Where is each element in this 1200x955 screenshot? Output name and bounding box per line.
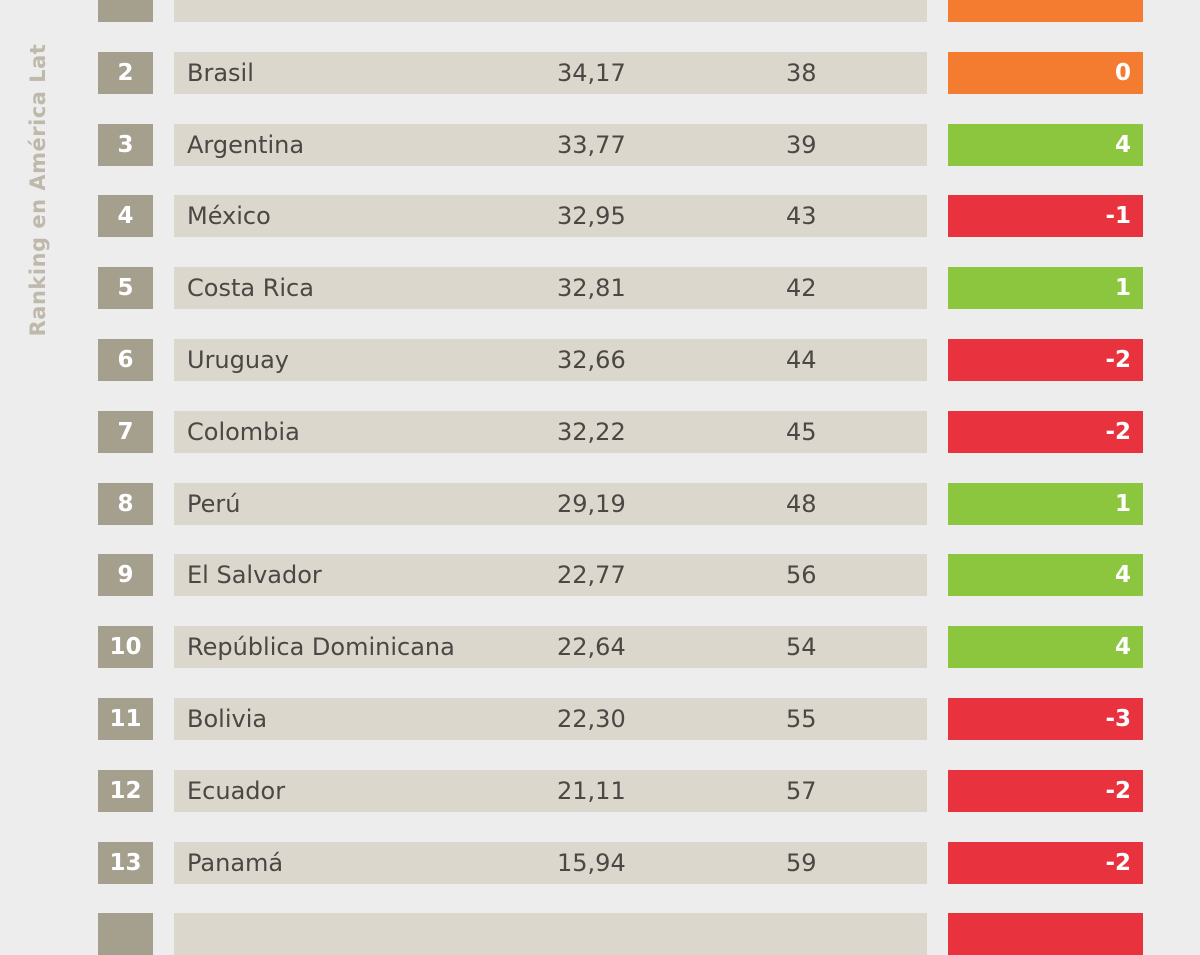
world-rank-value: 54 [786,633,817,662]
rank-badge: 5 [98,267,153,310]
rank-badge: 8 [98,482,153,525]
score-value: 33,77 [557,130,626,159]
rank-change-badge [948,0,1143,22]
score-value: 22,64 [557,633,626,662]
table-row: 11 Bolivia 22,30 55 -3 [0,698,1200,740]
score-value: 22,77 [557,561,626,590]
rank-change-badge: 4 [948,626,1143,669]
rank-badge: 9 [98,554,153,597]
table-row: 13 Panamá 15,94 59 -2 [0,841,1200,884]
table-row: 8 Perú 29,19 48 1 [0,482,1200,525]
rank-badge: 11 [98,698,153,740]
score-value: 32,95 [557,202,626,231]
row-background [174,195,927,238]
row-background [174,410,927,453]
world-rank-value: 45 [786,417,817,446]
row-background [174,554,927,597]
row-background [174,0,927,22]
country-name: Perú [187,489,241,518]
score-value: 32,22 [557,417,626,446]
rank-badge: 6 [98,339,153,381]
world-rank-value: 42 [786,274,817,303]
rank-badge [98,0,153,22]
table-row [0,0,1200,22]
table-row [0,913,1200,955]
score-value: 32,81 [557,274,626,303]
world-rank-value: 56 [786,561,817,590]
row-background [174,51,927,94]
table-row: 5 Costa Rica 32,81 42 1 [0,267,1200,310]
row-background [174,339,927,381]
country-name: El Salvador [187,561,322,590]
rank-change-badge: -1 [948,195,1143,238]
rank-change-badge: -2 [948,769,1143,812]
country-name: Costa Rica [187,274,314,303]
row-background [174,698,927,740]
table-row: 3 Argentina 33,77 39 4 [0,123,1200,166]
country-name: Colombia [187,417,300,446]
table-row: 4 México 32,95 43 -1 [0,195,1200,238]
score-value: 29,19 [557,489,626,518]
table-row: 12 Ecuador 21,11 57 -2 [0,769,1200,812]
country-name: República Dominicana [187,633,455,662]
country-name: Brasil [187,58,254,87]
score-value: 22,30 [557,705,626,733]
score-value: 32,66 [557,346,626,374]
rank-change-badge: -2 [948,841,1143,884]
rank-change-badge: -2 [948,410,1143,453]
country-name: Uruguay [187,346,289,374]
world-rank-value: 39 [786,130,817,159]
row-background [174,267,927,310]
country-name: México [187,202,271,231]
country-name: Argentina [187,130,305,159]
table-row: 7 Colombia 32,22 45 -2 [0,410,1200,453]
country-name: Panamá [187,848,284,877]
rank-badge: 13 [98,841,153,884]
row-background [174,626,927,669]
world-rank-value: 44 [786,346,817,374]
rank-badge [98,913,153,955]
rank-badge: 12 [98,769,153,812]
rank-change-badge: 1 [948,267,1143,310]
rank-change-badge [948,913,1143,955]
rank-change-badge: 0 [948,51,1143,94]
rank-change-badge: -2 [948,339,1143,381]
row-background [174,769,927,812]
world-rank-value: 38 [786,58,817,87]
rank-change-badge: 1 [948,482,1143,525]
row-background [174,841,927,884]
row-background [174,482,927,525]
rank-badge: 7 [98,410,153,453]
world-rank-value: 57 [786,776,817,805]
world-rank-value: 55 [786,705,817,733]
table-row: 10 República Dominicana 22,64 54 4 [0,626,1200,669]
table-row: 6 Uruguay 32,66 44 -2 [0,339,1200,381]
world-rank-value: 59 [786,848,817,877]
score-value: 15,94 [557,848,626,877]
rank-change-badge: -3 [948,698,1143,740]
rank-badge: 10 [98,626,153,669]
rank-change-badge: 4 [948,123,1143,166]
score-value: 21,11 [557,776,626,805]
country-name: Bolivia [187,705,268,733]
table-row: 9 El Salvador 22,77 56 4 [0,554,1200,597]
row-background [174,123,927,166]
world-rank-value: 48 [786,489,817,518]
score-value: 34,17 [557,58,626,87]
row-background [174,913,927,955]
rank-change-badge: 4 [948,554,1143,597]
table-row: 2 Brasil 34,17 38 0 [0,51,1200,94]
rank-badge: 4 [98,195,153,238]
rank-badge: 3 [98,123,153,166]
country-name: Ecuador [187,776,286,805]
world-rank-value: 43 [786,202,817,231]
rank-badge: 2 [98,51,153,94]
